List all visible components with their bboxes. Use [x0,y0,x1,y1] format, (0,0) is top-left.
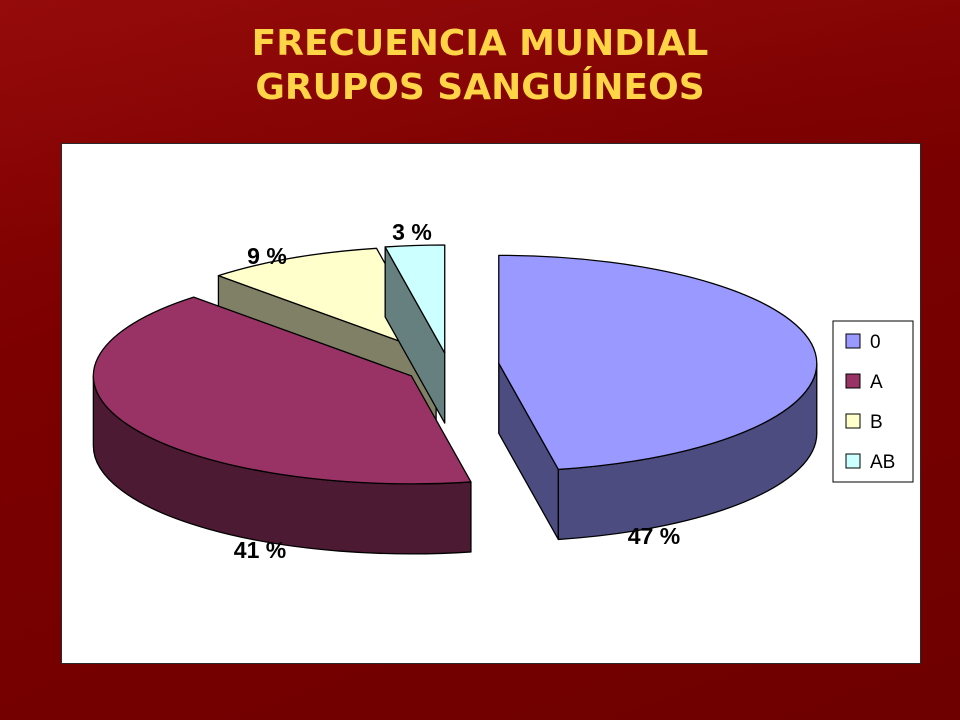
legend-label-b: B [870,412,883,433]
legend-label-ab: AB [870,452,895,473]
slide-title: FRECUENCIA MUNDIAL GRUPOS SANGUÍNEOS [0,22,960,110]
data-label-0: 47 % [628,523,680,549]
legend-swatch-a [845,373,861,389]
legend-swatch-0 [845,333,861,349]
pie-chart: 47 % 41 % 9 % 3 % 0 AB AB [92,219,914,563]
legend: 0 AB AB [832,320,914,483]
title-line-1: FRECUENCIA MUNDIAL [251,23,709,64]
pie-slice-a [92,296,472,485]
legend-label-a: A [870,372,883,393]
chart-area: 47 % 41 % 9 % 3 % 0 A B AB [61,143,921,664]
legend-swatch-ab [845,453,861,469]
title-line-2: GRUPOS SANGUÍNEOS [255,67,705,108]
data-label-ab: 3 % [392,219,432,245]
pie-slice-0 [498,254,818,471]
legend-swatch-b [845,413,861,429]
pie-slice-b [217,247,437,356]
legend-label-0: 0 [870,332,881,353]
data-label-b: 9 % [247,243,287,269]
data-label-a: 41 % [234,537,286,563]
pie-slice-ab [384,244,446,354]
